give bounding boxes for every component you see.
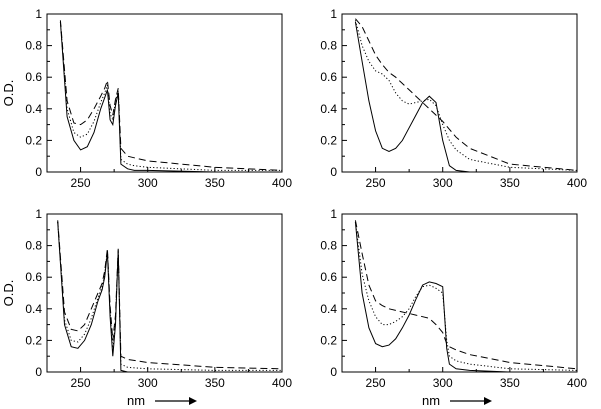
y-tick-label: 0 — [330, 365, 337, 379]
series-line-solid — [354, 221, 577, 372]
y-tick-label: 1 — [330, 7, 337, 21]
x-tick-label: 350 — [205, 376, 225, 390]
y-tick-label: 0.6 — [25, 70, 42, 84]
x-axis-arrow-head — [189, 397, 197, 405]
y-tick-label: 0 — [35, 165, 42, 179]
x-axis-title: nm — [127, 393, 145, 408]
x-tick-label: 350 — [205, 176, 225, 190]
plot-frame — [341, 213, 578, 373]
x-tick-label: 300 — [433, 376, 453, 390]
y-tick-label: 0.2 — [320, 333, 337, 347]
x-tick-label: 250 — [71, 376, 91, 390]
x-tick-label: 300 — [138, 176, 158, 190]
y-tick-label: 0.8 — [25, 39, 42, 53]
x-tick-label: 400 — [272, 176, 292, 190]
y-axis-title: O.D. — [1, 80, 16, 107]
x-tick-label: 300 — [433, 176, 453, 190]
series-line-solid — [57, 221, 282, 372]
x-axis-title: nm — [422, 393, 440, 408]
y-tick-label: 0.4 — [320, 302, 337, 316]
y-tick-label: 0.6 — [320, 70, 337, 84]
y-tick-label: 1 — [35, 7, 42, 21]
x-tick-label: 350 — [500, 376, 520, 390]
series-line-solid — [354, 21, 577, 172]
plot-frame — [46, 13, 283, 173]
y-tick-label: 0.8 — [320, 239, 337, 253]
series-line-dotted — [59, 21, 282, 171]
x-tick-label: 250 — [366, 176, 386, 190]
series-line-dashed — [57, 220, 282, 370]
x-tick-label: 250 — [71, 176, 91, 190]
series-line-dotted — [57, 221, 282, 371]
y-tick-label: 0 — [330, 165, 337, 179]
series-line-dashed — [354, 220, 577, 370]
series-line-solid — [59, 21, 282, 172]
y-tick-label: 0.8 — [25, 239, 42, 253]
plot-frame — [46, 213, 283, 373]
y-tick-label: 0.2 — [25, 133, 42, 147]
x-tick-label: 400 — [567, 176, 587, 190]
series-line-dotted — [354, 221, 577, 371]
y-tick-label: 0.4 — [320, 102, 337, 116]
y-tick-label: 0.6 — [25, 270, 42, 284]
y-tick-label: 1 — [330, 207, 337, 221]
y-tick-label: 0.4 — [25, 302, 42, 316]
y-tick-label: 0.6 — [320, 270, 337, 284]
y-tick-label: 0 — [35, 365, 42, 379]
x-tick-label: 400 — [567, 376, 587, 390]
series-line-dashed — [59, 20, 282, 171]
series-line-dotted — [354, 20, 577, 171]
chart-panel-1: 0 0.2 0.4 0.6 0.8 1 250 300 350 400 O.D. — [1, 7, 292, 190]
chart-panel-3: 0 0.2 0.4 0.6 0.8 1 250 300 350 400 O.D. nm — [1, 207, 292, 408]
x-tick-label: 350 — [500, 176, 520, 190]
y-tick-label: 0.8 — [320, 39, 337, 53]
series-line-dashed — [355, 18, 577, 171]
chart-panel-2: 0 0.2 0.4 0.6 0.8 1 250 300 350 400 — [320, 7, 587, 190]
x-axis-arrow-head — [484, 397, 492, 405]
y-tick-label: 0.2 — [320, 133, 337, 147]
x-tick-label: 400 — [272, 376, 292, 390]
x-tick-label: 300 — [138, 376, 158, 390]
y-axis-title: O.D. — [1, 280, 16, 307]
y-tick-label: 1 — [35, 207, 42, 221]
y-tick-label: 0.2 — [25, 333, 42, 347]
y-tick-label: 0.4 — [25, 102, 42, 116]
chart-panel-4: 0 0.2 0.4 0.6 0.8 1 250 300 350 400 nm — [320, 207, 587, 408]
plot-frame — [341, 13, 578, 173]
x-tick-label: 250 — [366, 376, 386, 390]
